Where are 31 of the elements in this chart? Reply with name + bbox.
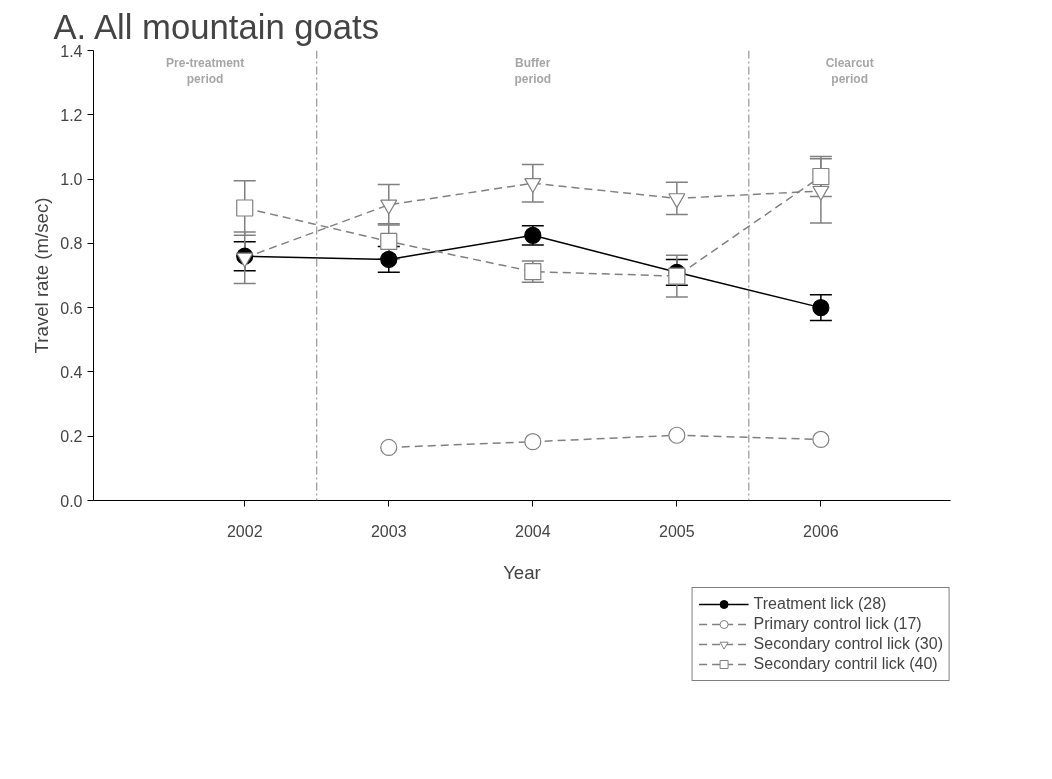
x-tick-label: 2002 [226,522,263,540]
point [524,178,542,194]
point [812,299,830,317]
point [236,199,254,217]
x-axis-title: Year [503,561,541,583]
point [668,267,686,285]
y-tick-label: 0.0 [60,492,83,510]
x-tick-label: 2003 [370,522,407,540]
y-axis-title: Travel rate (m/sec) [31,197,53,354]
y-tick-label: 1.0 [60,171,83,189]
x-tick-label: 2006 [803,522,839,540]
point [380,250,398,269]
legend-label: Treatment lick (28) [753,595,887,613]
y-tick-label: 0.8 [60,235,83,253]
point [380,199,398,215]
y-tick-label: 1.2 [60,106,83,124]
point [380,232,398,251]
x-tick-label: 2004 [515,522,551,540]
point [236,252,254,268]
legend-label: Secondary control lick (30) [753,635,943,653]
x-tick-label: 2005 [659,522,695,540]
point [668,193,686,209]
annotation: Clearcut period [825,55,874,87]
annotation: Buffer period [514,55,552,87]
y-tick-label: 0.2 [60,428,83,446]
y-tick-label: 0.6 [60,299,83,317]
point [812,185,830,201]
annotation: Pre-treatment period [166,55,245,87]
legend-label: Primary control lick (17) [753,615,922,633]
y-tick-label: 0.4 [60,363,83,381]
legend-label: Secondary contril lick (40) [753,655,938,673]
